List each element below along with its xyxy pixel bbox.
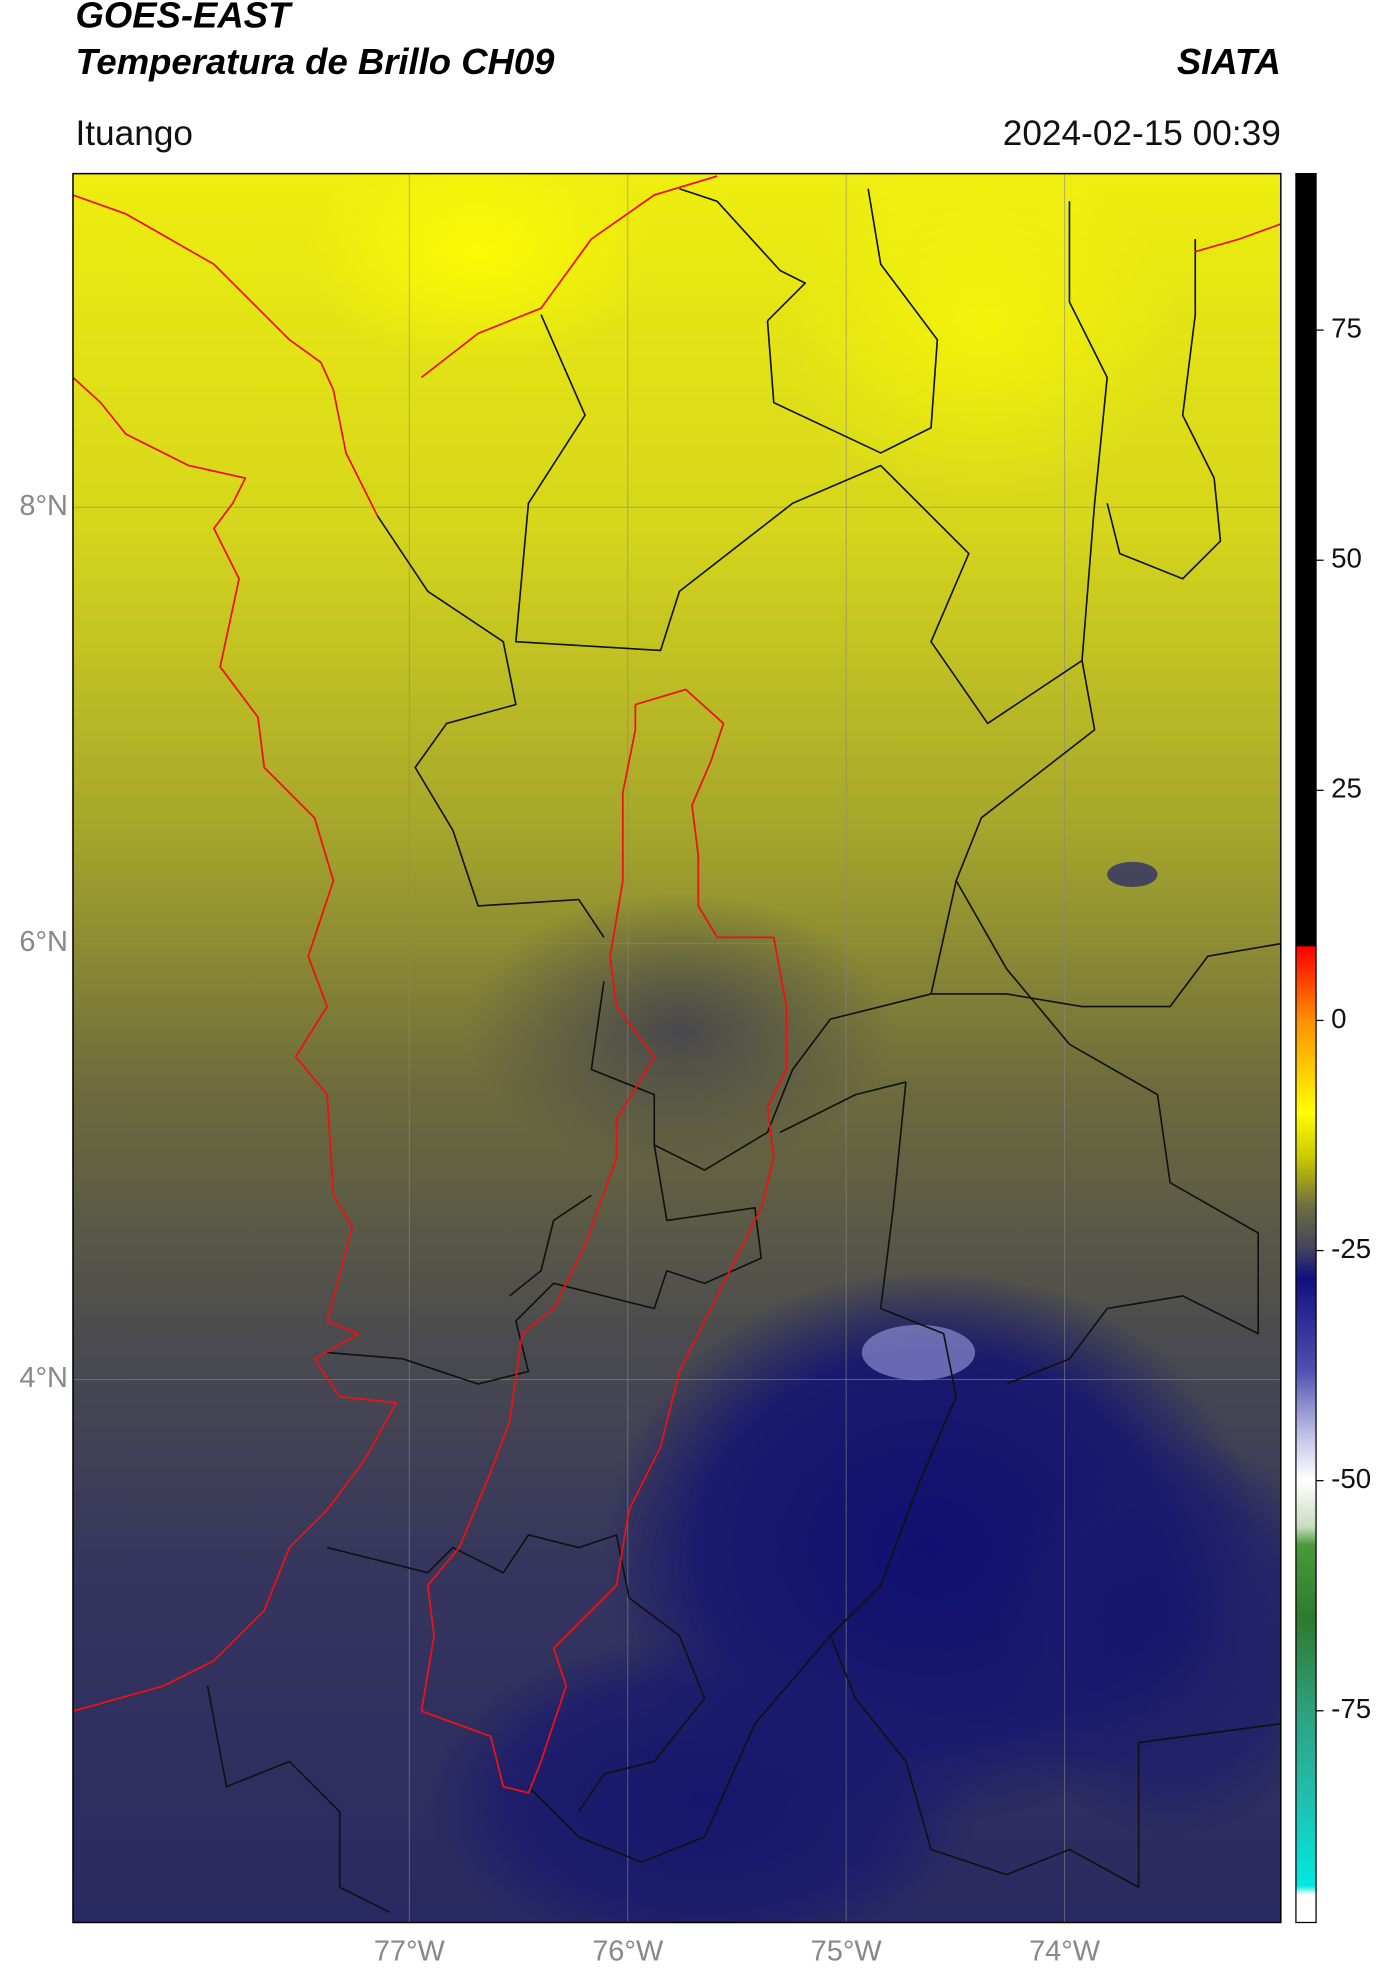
x-tick-label: 74°W <box>1029 1935 1101 1967</box>
y-tick-label: 4°N <box>19 1362 68 1394</box>
timestamp: 2024-02-15 00:39 <box>1003 114 1281 153</box>
colorbar-tick-label: 50 <box>1331 543 1362 574</box>
border <box>327 1144 763 1385</box>
border <box>779 1081 907 1134</box>
coastline <box>72 376 398 1712</box>
cold-core <box>1107 861 1158 888</box>
map-frame <box>72 172 1282 1924</box>
location: Ituango <box>75 114 193 153</box>
grid <box>72 173 1281 1923</box>
border <box>515 201 1109 725</box>
cool-area <box>465 893 894 1171</box>
colorbar-tick-label: 75 <box>1331 312 1362 343</box>
colorbar-bar <box>1295 172 1317 1924</box>
colorbar: -75 -50 -25 0 25 50 75 <box>1295 172 1371 1924</box>
border <box>1106 239 1222 580</box>
coastline <box>1195 223 1281 253</box>
border <box>766 188 939 454</box>
colorbar-tick-label: -25 <box>1331 1233 1371 1264</box>
colorbar-tick-label: 25 <box>1331 773 1362 804</box>
map <box>72 173 1281 1923</box>
y-tick-label: 8°N <box>19 490 68 522</box>
warm-area <box>780 173 1183 504</box>
x-tick-label: 76°W <box>592 1935 664 1967</box>
cold-core <box>861 1324 976 1381</box>
border <box>829 1635 1281 1889</box>
colorbar-tick-label: -50 <box>1331 1463 1371 1494</box>
border <box>376 515 605 938</box>
border <box>326 1534 706 1813</box>
y-tick-label: 6°N <box>19 926 68 958</box>
cold-area <box>994 1434 1281 1837</box>
coastline <box>420 175 718 379</box>
border <box>509 1194 592 1297</box>
x-tick-label: 77°W <box>374 1935 446 1967</box>
border <box>679 187 807 322</box>
region-outline <box>420 688 788 1794</box>
warm-area <box>302 173 655 365</box>
colorbar-tick-label: 0 <box>1331 1003 1346 1034</box>
border <box>931 942 1281 1008</box>
title: GOES-EAST <box>75 0 293 35</box>
border <box>590 660 1096 1171</box>
cold-area <box>427 1635 982 1923</box>
subtitle: Temperatura de Brillo CH09 <box>75 41 555 82</box>
source: SIATA <box>1177 41 1281 82</box>
border <box>527 1081 958 1863</box>
border <box>955 880 1259 1385</box>
x-tick-label: 75°W <box>811 1935 883 1967</box>
colorbar-tick-label: -75 <box>1331 1693 1371 1724</box>
border <box>206 1685 391 1914</box>
coastline <box>72 194 379 517</box>
